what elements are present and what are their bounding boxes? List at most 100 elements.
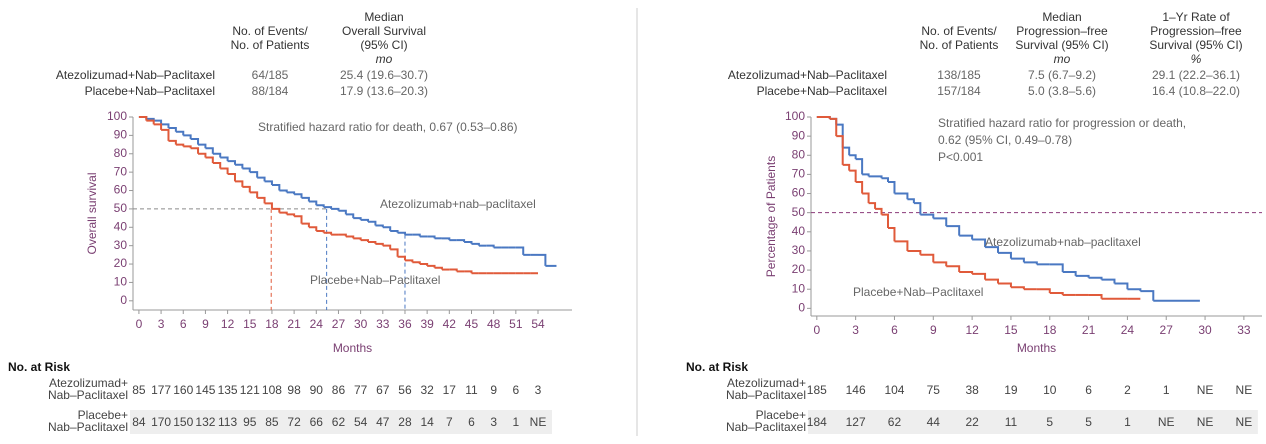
survival-step [1088, 293, 1103, 299]
survival-step [153, 123, 163, 130]
row-label: Placebe+Nab–Paclitaxel [757, 84, 887, 98]
x-tick-label: 33 [376, 317, 390, 331]
header-text: No. of Patients [920, 38, 999, 52]
survival-step [360, 218, 370, 222]
row-label: Placebe+Nab–Paclitaxel [85, 84, 215, 98]
annotation: Stratified hazard ratio for progression … [938, 116, 1186, 130]
risk-value: 185 [807, 383, 827, 397]
risk-value: 11 [1005, 415, 1018, 429]
y-tick-label: 40 [792, 224, 806, 238]
risk-value: 135 [218, 383, 238, 397]
survival-step [881, 177, 889, 183]
header-unit: mo [376, 52, 393, 66]
survival-step [471, 242, 480, 246]
risk-value: 77 [354, 383, 368, 397]
risk-value: 3 [490, 415, 497, 429]
survival-step [1127, 288, 1142, 292]
survival-step [412, 261, 421, 265]
survival-step [1062, 270, 1077, 276]
row-label: Atezolizumad+Nab–Paclitaxel [728, 68, 887, 82]
x-tick-label: 18 [1043, 323, 1057, 337]
survival-step [907, 198, 915, 204]
survival-step [920, 213, 935, 219]
risk-value: 7 [446, 415, 453, 429]
survival-step [382, 226, 392, 231]
x-tick-label: 30 [1198, 323, 1212, 337]
survival-step [338, 233, 347, 237]
header-text: Survival (95% CI) [1149, 38, 1242, 52]
survival-step [264, 180, 273, 186]
survival-step [190, 138, 200, 145]
header-text: Overall Survival [342, 24, 426, 38]
survival-step [894, 192, 909, 200]
risk-value: 1 [512, 415, 519, 429]
risk-value: 108 [262, 383, 282, 397]
survival-step [907, 249, 922, 255]
risk-value: 85 [265, 415, 279, 429]
survival-step [836, 135, 844, 165]
survival-step [323, 231, 333, 235]
y-tick-label: 70 [792, 167, 806, 181]
survival-step [1114, 282, 1129, 290]
risk-row-label: Atezolizumad+ [727, 376, 806, 390]
x-tick-label: 21 [287, 317, 301, 331]
survival-step [382, 244, 392, 250]
survival-step [855, 181, 864, 194]
survival-step [959, 270, 974, 274]
header-text: Median [364, 10, 403, 24]
risk-value: 9 [490, 383, 497, 397]
x-tick-label: 51 [509, 317, 523, 331]
survival-step [464, 240, 473, 244]
risk-value: 127 [846, 415, 866, 429]
survival-step [397, 255, 406, 261]
survival-step [205, 156, 214, 163]
y-tick-label: 30 [114, 238, 128, 252]
row-cell: 88/184 [252, 84, 289, 98]
survival-step [1088, 276, 1103, 280]
x-tick-label: 12 [221, 317, 235, 331]
risk-value: 95 [243, 415, 257, 429]
risk-value: 44 [927, 415, 941, 429]
x-tick-label: 12 [965, 323, 979, 337]
y-axis-label: Overall survival [85, 172, 99, 254]
risk-value: 145 [195, 383, 215, 397]
survival-step [849, 154, 857, 160]
header-text: Progression–free [1016, 24, 1108, 38]
survival-step [888, 181, 896, 194]
survival-step [294, 193, 303, 198]
risk-value: 84 [132, 415, 146, 429]
risk-row-label: Nab–Paclitaxel [48, 388, 128, 402]
survival-step [271, 207, 281, 213]
survival-step [1036, 288, 1051, 294]
y-tick-label: 60 [792, 186, 806, 200]
survival-step [998, 282, 1012, 288]
risk-value: 170 [151, 415, 171, 429]
series-label: Placebe+Nab–Paclitaxel [310, 273, 440, 287]
survival-step [464, 270, 473, 274]
survival-step [862, 173, 870, 177]
survival-step [271, 184, 281, 191]
risk-row-label: Atezolizumad+ [49, 376, 128, 390]
x-tick-label: 15 [243, 317, 257, 331]
y-tick-label: 90 [114, 128, 128, 142]
survival-step [985, 278, 999, 284]
risk-value: 56 [398, 383, 412, 397]
risk-row-label: Placebe+ [756, 408, 806, 422]
survival-step [183, 145, 192, 149]
survival-step [933, 261, 948, 267]
risk-value: NE [1197, 415, 1214, 429]
risk-value: 62 [332, 415, 346, 429]
x-tick-label: 42 [443, 317, 457, 331]
risk-value: 1 [1124, 415, 1131, 429]
survival-step [205, 147, 214, 154]
survival-step [279, 211, 288, 215]
risk-value: 104 [884, 383, 904, 397]
y-tick-label: 80 [114, 146, 128, 160]
survival-step [412, 233, 421, 237]
survival-step [449, 268, 458, 272]
survival-step [301, 196, 310, 202]
survival-step [345, 213, 355, 219]
survival-step [375, 242, 384, 246]
header-text: No. of Events/ [921, 24, 997, 38]
